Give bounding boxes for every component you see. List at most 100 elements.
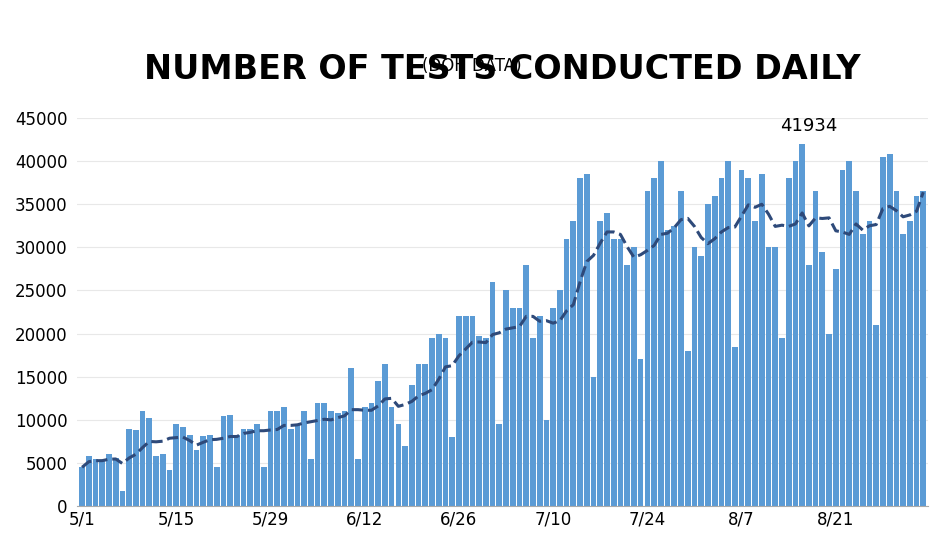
Bar	[120, 491, 125, 506]
Bar	[705, 204, 711, 506]
Bar	[517, 308, 522, 506]
Bar	[637, 360, 643, 506]
Bar	[483, 338, 488, 506]
Bar	[167, 470, 173, 506]
Bar	[699, 256, 704, 506]
Bar	[341, 411, 347, 506]
Bar	[738, 170, 744, 506]
Bar	[786, 178, 791, 506]
Bar	[800, 144, 805, 506]
Bar	[126, 429, 132, 506]
Bar	[409, 385, 415, 506]
Bar	[779, 338, 785, 506]
Bar	[294, 424, 300, 506]
Bar	[847, 161, 852, 506]
Bar	[240, 429, 246, 506]
Bar	[107, 454, 112, 506]
Bar	[489, 282, 495, 506]
Bar	[792, 161, 799, 506]
Bar	[543, 420, 549, 506]
Bar	[113, 458, 119, 506]
Bar	[624, 264, 630, 506]
Bar	[571, 221, 576, 506]
Bar	[180, 427, 186, 506]
Bar	[348, 368, 355, 506]
Bar	[732, 347, 737, 506]
Bar	[234, 435, 240, 506]
Bar	[308, 459, 314, 506]
Bar	[671, 226, 677, 506]
Bar	[174, 424, 179, 506]
Bar	[450, 437, 455, 506]
Bar	[712, 196, 718, 506]
Bar	[382, 364, 388, 506]
Bar	[140, 411, 145, 506]
Bar	[819, 252, 825, 506]
Bar	[403, 446, 408, 506]
Bar	[880, 157, 885, 506]
Bar	[146, 418, 152, 506]
Bar	[813, 191, 819, 506]
Bar	[920, 191, 926, 506]
Bar	[395, 424, 401, 506]
Bar	[456, 317, 462, 506]
Bar	[584, 174, 589, 506]
Bar	[725, 161, 731, 506]
Bar	[274, 411, 280, 506]
Bar	[759, 174, 765, 506]
Bar	[442, 338, 448, 506]
Bar	[496, 424, 503, 506]
Bar	[551, 308, 556, 506]
Bar	[753, 221, 758, 506]
Bar	[867, 221, 872, 506]
Bar	[766, 248, 771, 506]
Bar	[590, 377, 596, 506]
Bar	[362, 407, 368, 506]
Bar	[598, 221, 604, 506]
Text: 41934: 41934	[780, 117, 837, 135]
Bar	[678, 191, 684, 506]
Bar	[658, 161, 664, 506]
Bar	[907, 221, 913, 506]
Bar	[261, 467, 267, 506]
Bar	[288, 429, 293, 506]
Bar	[221, 416, 226, 506]
Bar	[504, 290, 509, 506]
Bar	[577, 178, 583, 506]
Bar	[422, 364, 428, 506]
Bar	[476, 336, 482, 506]
Bar	[833, 269, 838, 506]
Bar	[255, 424, 260, 506]
Bar	[315, 403, 321, 506]
Bar	[268, 411, 273, 506]
Bar	[322, 403, 327, 506]
Bar	[160, 454, 166, 506]
Bar	[914, 196, 919, 506]
Bar	[463, 317, 469, 506]
Bar	[470, 317, 475, 506]
Bar	[79, 467, 85, 506]
Bar	[193, 450, 199, 506]
Bar	[604, 213, 610, 506]
Bar	[901, 234, 906, 506]
Bar	[153, 456, 159, 506]
Bar	[200, 436, 207, 506]
Bar	[894, 191, 900, 506]
Bar	[860, 234, 866, 506]
Bar	[416, 364, 422, 506]
Title: NUMBER OF TESTS CONDUCTED DAILY: NUMBER OF TESTS CONDUCTED DAILY	[144, 53, 861, 86]
Bar	[523, 264, 529, 506]
Bar	[644, 191, 651, 506]
Bar	[746, 178, 752, 506]
Bar	[886, 154, 892, 506]
Bar	[328, 411, 334, 506]
Bar	[389, 407, 394, 506]
Bar	[839, 170, 845, 506]
Bar	[429, 338, 435, 506]
Bar	[611, 239, 617, 506]
Bar	[826, 333, 832, 506]
Bar	[618, 239, 623, 506]
Bar	[665, 230, 670, 506]
Bar	[214, 467, 220, 506]
Bar	[873, 325, 879, 506]
